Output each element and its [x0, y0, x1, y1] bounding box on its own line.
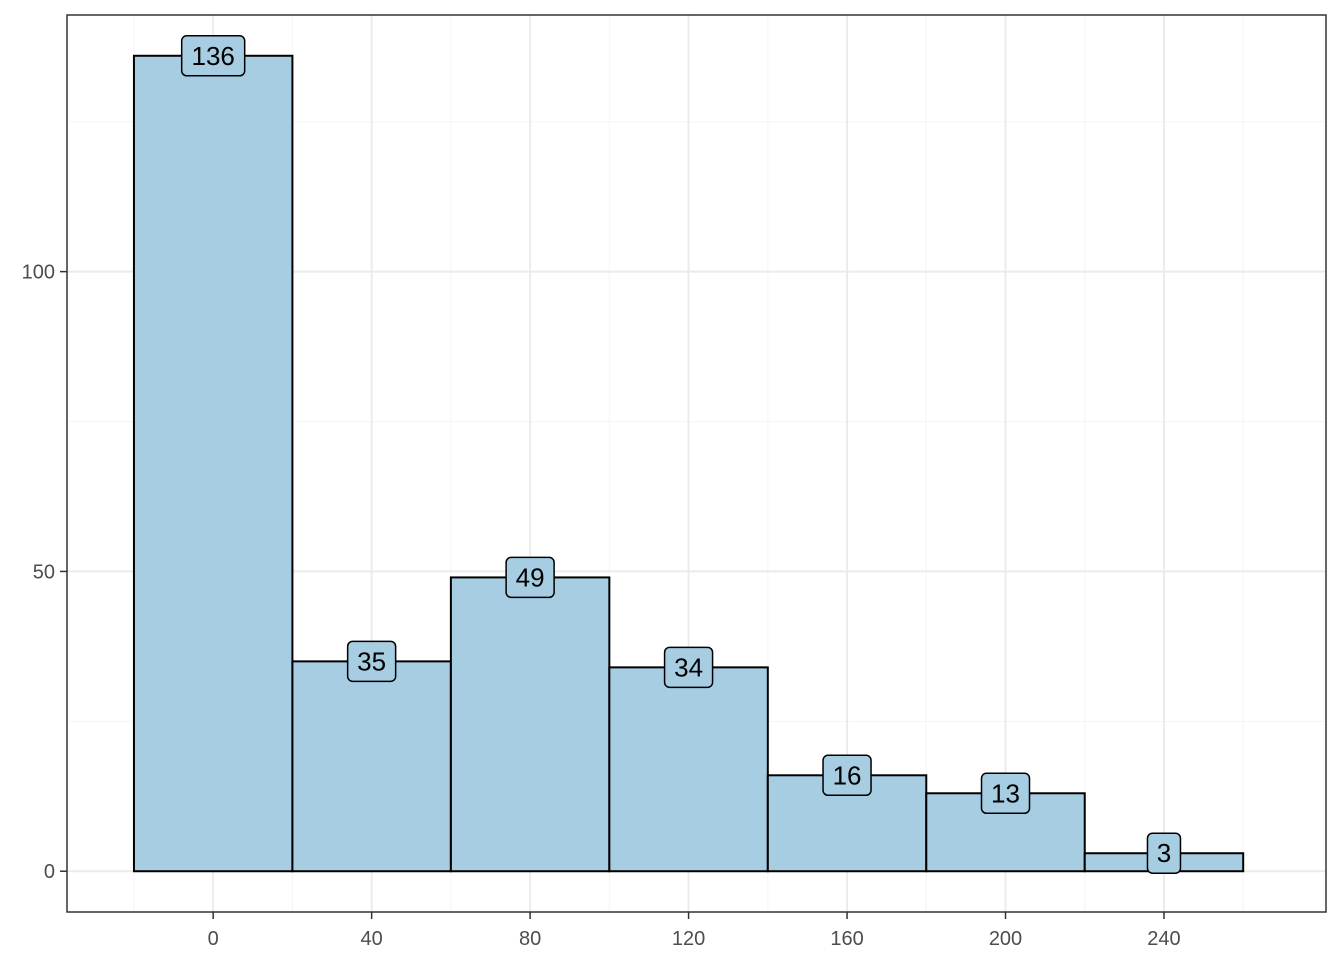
x-tick-label: 160 [830, 928, 863, 950]
bar-label-box [980, 772, 1031, 815]
x-tick-label: 200 [989, 928, 1022, 950]
x-axis: 0 40 80 120 160 200 240 [208, 912, 1181, 950]
panel-border [66, 14, 1327, 913]
x-tick-label: 0 [208, 928, 219, 950]
bar-value-label: 13 [991, 778, 1020, 808]
bar-value-label: 49 [516, 562, 545, 592]
bar-value-label: 34 [674, 652, 703, 682]
histogram-bar [132, 54, 294, 873]
x-tick-label: 80 [519, 928, 541, 950]
x-tick-label: 240 [1147, 928, 1180, 950]
x-tick-label: 120 [672, 928, 705, 950]
y-axis: 0 50 100 [22, 262, 67, 883]
bar-value-label: 35 [357, 646, 386, 676]
bar-label-box [1146, 832, 1182, 874]
bar-label-box [180, 35, 246, 77]
bar-value-label: 16 [833, 760, 862, 790]
bar-value-label: 136 [191, 41, 234, 71]
histogram-bar [291, 660, 452, 873]
bar-label-box [663, 646, 714, 689]
histogram-bar [608, 666, 769, 873]
histogram-bar [449, 576, 611, 873]
bars [132, 54, 1245, 873]
y-tick-label: 100 [22, 262, 55, 284]
bar-label-box [822, 754, 872, 797]
bar-label-box [505, 556, 555, 599]
bar-labels: 136 35 49 34 16 13 3 [180, 35, 1182, 874]
x-tick-label: 40 [361, 928, 383, 950]
y-tick-label: 0 [44, 861, 55, 883]
y-tick-label: 50 [33, 561, 55, 583]
bar-label-box [346, 640, 397, 683]
bar-value-label: 3 [1157, 838, 1171, 868]
